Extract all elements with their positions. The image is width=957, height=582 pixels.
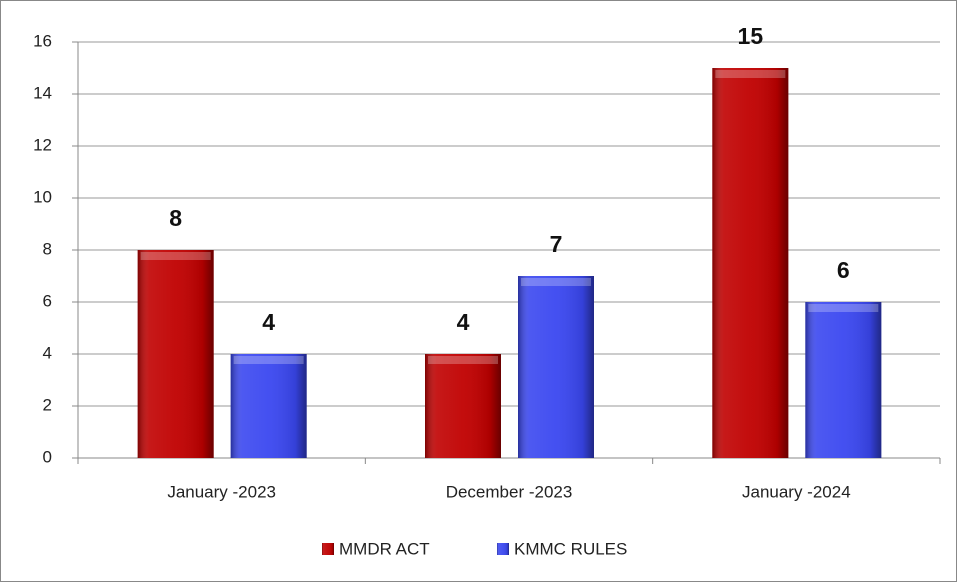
value-label: 15	[738, 23, 764, 49]
x-tick-label: December -2023	[446, 482, 573, 501]
bar-shade	[230, 354, 307, 458]
y-tick-label: 2	[43, 395, 52, 414]
x-tick-label: January -2023	[167, 482, 276, 501]
y-tick-label: 14	[33, 83, 52, 102]
value-label: 4	[262, 309, 275, 335]
bar-shade	[137, 250, 214, 458]
y-tick-label: 6	[43, 291, 52, 310]
legend-swatch-shade	[322, 543, 334, 555]
y-tick-label: 4	[43, 343, 52, 362]
bar-shade	[518, 276, 594, 458]
bar-highlight	[715, 70, 786, 78]
bar-shade	[805, 302, 882, 458]
value-label: 4	[457, 309, 470, 335]
y-tick-label: 16	[33, 31, 52, 50]
bar-highlight	[808, 304, 879, 312]
y-tick-label: 8	[43, 239, 52, 258]
bar-highlight	[428, 356, 498, 364]
value-label: 6	[837, 257, 850, 283]
x-tick-label: January -2024	[742, 482, 851, 501]
y-tick-label: 12	[33, 135, 52, 154]
bar-highlight	[233, 356, 304, 364]
legend-swatch-shade	[497, 543, 509, 555]
y-tick-label: 10	[33, 187, 52, 206]
value-label: 7	[550, 231, 563, 257]
bar-highlight	[521, 278, 591, 286]
legend-label: MMDR ACT	[339, 539, 430, 558]
bar-shade	[425, 354, 501, 458]
legend-label: KMMC RULES	[514, 539, 627, 558]
value-label: 8	[169, 205, 182, 231]
bar-shade	[712, 68, 789, 458]
bar-highlight	[140, 252, 211, 260]
y-tick-label: 0	[43, 447, 52, 466]
